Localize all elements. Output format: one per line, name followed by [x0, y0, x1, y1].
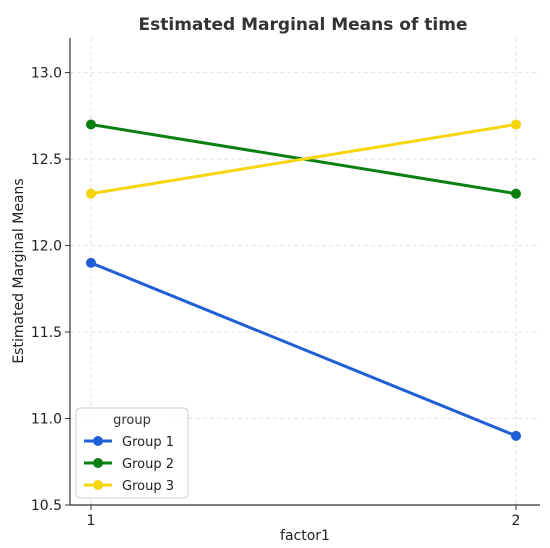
y-ticks: 10.5 11.0 11.5 12.0 12.5 13.0 — [31, 66, 70, 514]
data-point — [86, 119, 96, 130]
legend-box — [75, 407, 189, 499]
legend: group Group 1 Group 2 Group 3 — [75, 407, 189, 499]
legend-label: Group 2 — [122, 457, 174, 472]
axes — [69, 38, 540, 506]
y-tick-label: 12.0 — [31, 239, 62, 255]
series-line — [89, 261, 518, 438]
data-point — [511, 188, 521, 199]
y-axis-label: Estimated Marginal Means — [11, 178, 27, 363]
x-tick-label: 2 — [512, 513, 521, 529]
legend-label: Group 1 — [122, 435, 174, 450]
y-tick-label: 11.5 — [31, 325, 62, 341]
series-line — [89, 122, 518, 196]
x-axis-label: factor1 — [280, 528, 330, 544]
series-layer — [86, 119, 521, 441]
data-point — [511, 119, 521, 130]
chart-title: Estimated Marginal Means of time — [139, 15, 468, 35]
y-tick-label: 12.5 — [31, 152, 62, 168]
y-tick-label: 13.0 — [31, 66, 62, 82]
data-point — [86, 188, 96, 199]
legend-items: Group 1 Group 2 Group 3 — [84, 435, 174, 494]
legend-marker — [93, 436, 103, 446]
legend-marker — [93, 480, 103, 490]
y-tick-label: 11.0 — [31, 412, 62, 428]
legend-label: Group 3 — [122, 479, 174, 494]
series-1 — [86, 257, 521, 441]
series-3 — [86, 119, 521, 199]
x-tick-label: 1 — [87, 513, 96, 529]
y-tick-label: 10.5 — [31, 498, 62, 514]
data-point — [86, 257, 96, 268]
legend-title: group — [113, 413, 151, 428]
data-point — [511, 430, 521, 441]
legend-marker — [93, 458, 103, 468]
